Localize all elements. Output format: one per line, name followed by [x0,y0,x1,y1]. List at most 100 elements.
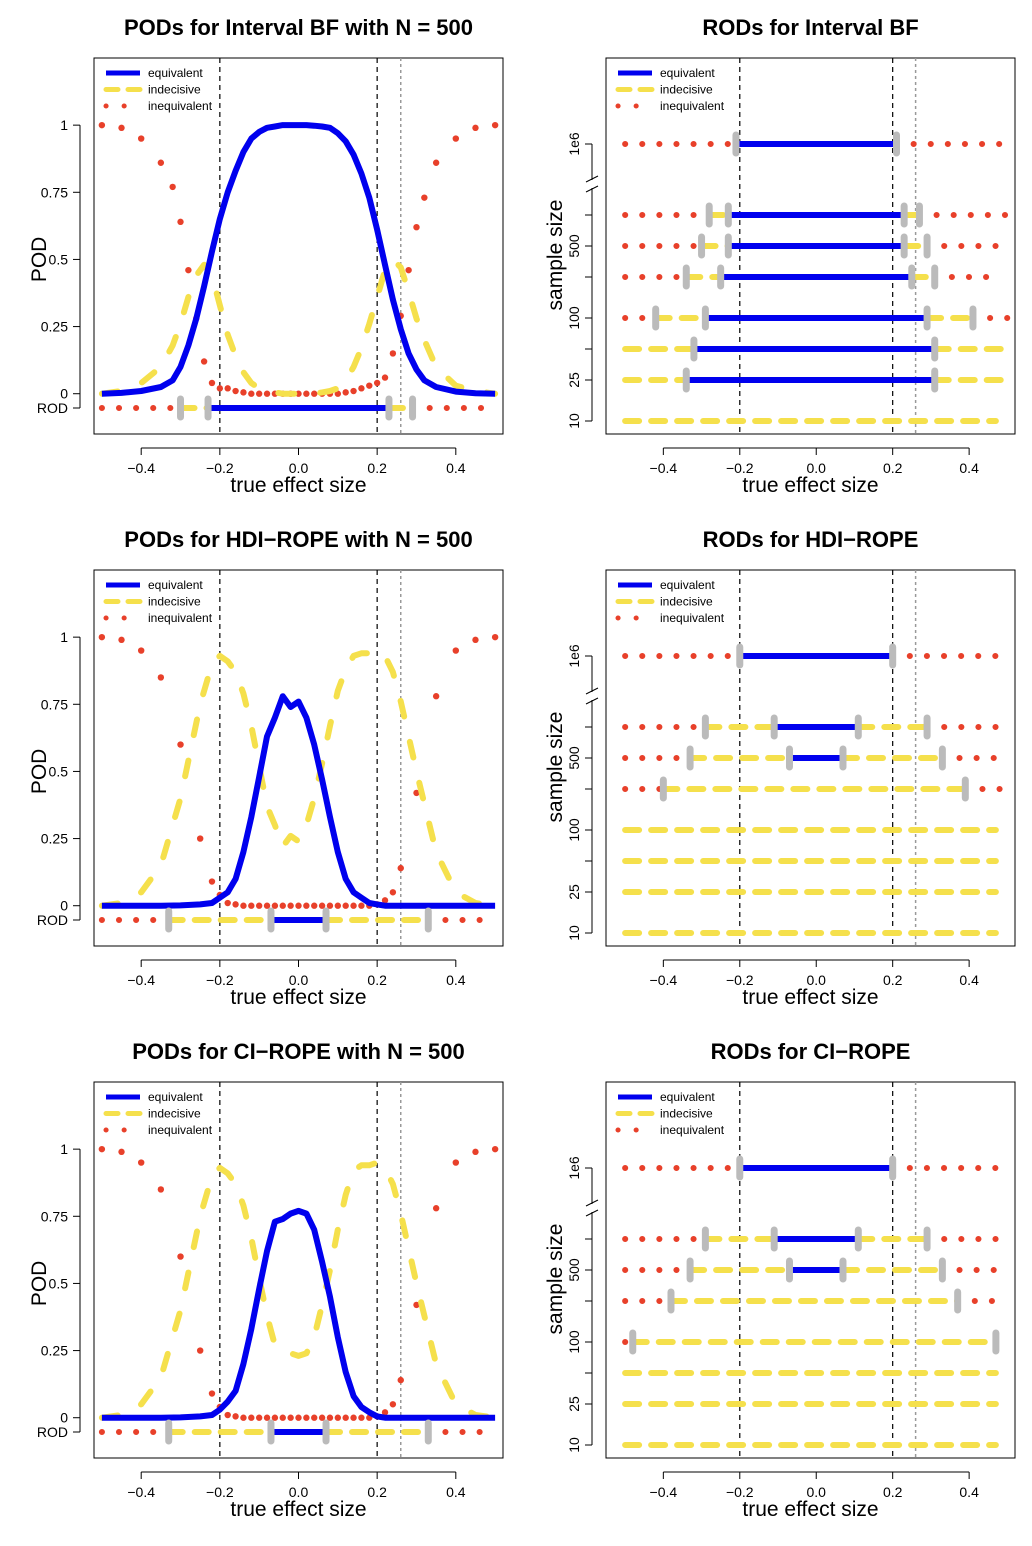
series-point-inequivalent [177,741,184,748]
rod-label: ROD [37,912,68,928]
y-tick-label: 0.75 [41,696,68,712]
series-point-inequivalent [248,1414,255,1421]
series-point-inequivalent [432,159,440,166]
series-point-inequivalent [240,1414,247,1421]
series-point-inequivalent [157,1186,165,1193]
series-point-inequivalent [421,194,428,201]
series-point-inequivalent [98,633,106,641]
legend-label-inequivalent: inequivalent [660,1123,725,1137]
y-tick-label: 1 [60,1141,68,1157]
series-line-equivalent [101,1207,496,1421]
legend-label-inequivalent: inequivalent [148,1123,213,1137]
x-tick-label: −0.4 [127,460,155,476]
x-tick-label: −0.2 [726,1484,754,1500]
x-tick-label: −0.2 [206,460,234,476]
series-point-inequivalent [200,358,208,365]
series-point-inequivalent [279,902,286,909]
series-point-inequivalent [279,1414,286,1421]
chart-title: RODs for HDI−ROPE [703,527,919,552]
axis-break [585,185,599,193]
y-tick-label: 500 [566,746,582,770]
series-point-inequivalent [248,902,255,909]
x-tick-label: −0.2 [726,460,754,476]
y-tick-label: 0 [60,386,68,402]
y-tick-label: 1e6 [566,644,582,668]
y-tick-label: 1e6 [566,1156,582,1180]
series-point-inequivalent [208,1390,216,1397]
x-tick-label: 0.0 [806,972,826,988]
series-point-inequivalent [432,693,440,700]
rod-row [622,643,1011,669]
x-tick-label: 0.4 [446,460,466,476]
x-axis-label: true effect size [230,1498,366,1521]
series-point-inequivalent [177,218,184,226]
y-tick-label: 10 [566,925,582,941]
rod-row [622,1155,1011,1181]
series-point-inequivalent [358,385,365,392]
series-line-equivalent [101,693,496,909]
x-axis-label: true effect size [230,986,366,1009]
series-point-inequivalent [311,390,318,397]
y-tick-label: 100 [566,306,582,330]
series-point-inequivalent [224,385,231,392]
series-point-inequivalent [196,1347,204,1354]
series-point-inequivalent [263,390,271,397]
series-point-inequivalent [137,647,145,654]
legend-label-indecisive: indecisive [660,1107,713,1121]
series-point-inequivalent [248,390,255,397]
series-point-inequivalent [216,385,224,392]
series-point-inequivalent [472,636,479,644]
rod-row [622,233,1011,259]
rod-strip [98,907,499,933]
x-tick-label: 0.4 [959,460,979,476]
x-tick-label: 0.4 [446,972,466,988]
y-tick-label: 100 [566,818,582,842]
series-point-inequivalent [342,902,349,909]
series-point-inequivalent [397,864,404,872]
series-point-inequivalent [413,789,420,797]
chart-title: RODs for CI−ROPE [711,1039,911,1064]
series-point-inequivalent [350,387,357,395]
series-point-inequivalent [98,1145,106,1153]
series-point-inequivalent [397,1376,404,1384]
series-point-inequivalent [177,1253,184,1260]
panel-pod-ci: PODs for CI−ROPE with N = 500 −0.4 −0.2 0.0… [28,1039,504,1521]
plot-frame [605,1081,1016,1459]
series-point-inequivalent [224,1411,231,1419]
series-point-inequivalent [413,224,420,231]
series-point-inequivalent [413,1301,420,1309]
series-point-inequivalent [232,901,239,908]
y-tick-label: 0.25 [41,1343,68,1359]
y-axis-label: sample size [544,200,567,311]
legend-label-inequivalent: inequivalent [148,611,213,625]
series-point-inequivalent [366,382,373,389]
y-tick-label: 500 [566,234,582,258]
rod-row [622,1329,1000,1355]
series-point-inequivalent [185,266,192,274]
series-inequivalent [98,1145,499,1421]
x-tick-label: −0.4 [650,972,678,988]
series-point-inequivalent [263,1414,271,1421]
rod-row [622,1257,1011,1283]
series-point-inequivalent [358,1414,365,1421]
series-point-inequivalent [287,1414,294,1421]
x-tick-label: 0.4 [446,1484,466,1500]
y-tick-label: 10 [566,413,582,429]
y-tick-label: 500 [566,1258,582,1282]
x-tick-label: −0.2 [206,972,234,988]
series-point-inequivalent [381,897,389,904]
series-point-inequivalent [389,350,397,357]
series-point-inequivalent [232,387,239,395]
panel-rod-hdi: RODs for HDI−ROPE −0.4 −0.2 0.0 0.2 0.4 true e… [544,527,1016,1009]
x-tick-label: 0.4 [959,1484,979,1500]
rod-row [622,367,1011,393]
chart-title: PODs for CI−ROPE with N = 500 [132,1039,465,1064]
series-point-inequivalent [271,1414,279,1421]
series-point-inequivalent [334,390,342,397]
x-tick-label: 0.0 [806,460,826,476]
series-point-inequivalent [381,1409,389,1416]
series-point-inequivalent [255,902,263,909]
y-tick-label: 0 [60,898,68,914]
x-axis-label: true effect size [742,474,878,497]
